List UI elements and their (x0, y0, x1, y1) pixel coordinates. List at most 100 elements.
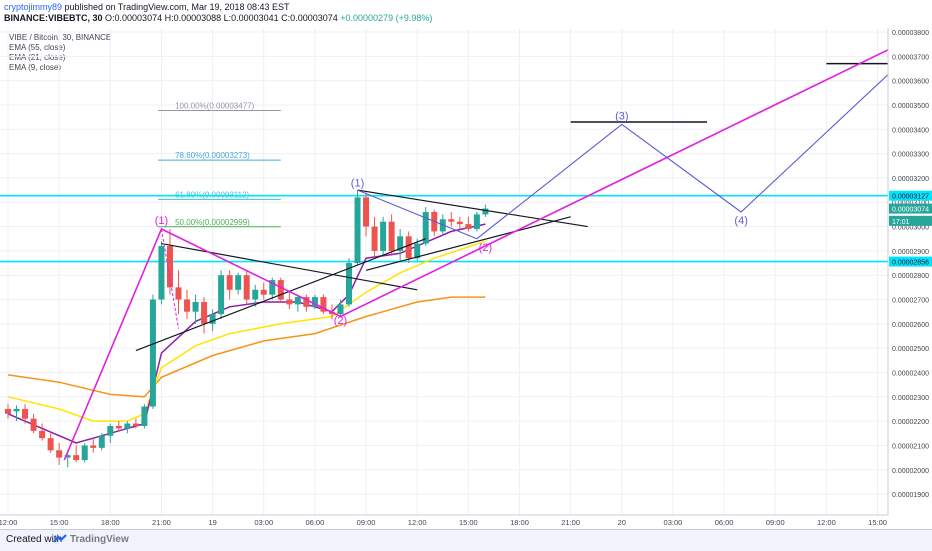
fib-retracement: 100.00%(0.00003477) 78.60%(0.00003273) 61.… (158, 102, 281, 228)
candle-body (269, 280, 276, 295)
legend-ema21[interactable]: EMA (21, close) (9, 53, 66, 62)
price-tick-label: 0.00002800 (892, 273, 929, 280)
candle-body (149, 299, 156, 407)
time-tick-label: 15:00 (459, 518, 478, 527)
candle-body (64, 455, 71, 458)
price-tick-label: 0.00003700 (892, 54, 929, 61)
time-tick-label: 03:00 (254, 518, 273, 527)
candle-body (277, 280, 284, 300)
candle-body (201, 301, 208, 324)
price-tick-label: 0.00003800 (892, 30, 929, 37)
ema21-line (7, 240, 486, 422)
grid (0, 28, 888, 515)
candles (5, 190, 489, 468)
time-tick-label: 09:00 (766, 518, 785, 527)
wave-projection-path (357, 68, 895, 240)
time-tick-label: 12:00 (0, 518, 17, 527)
author-link[interactable]: cryptojimmy89 (4, 2, 63, 12)
candle-body (397, 236, 404, 251)
candle-body (414, 243, 421, 259)
legend-ema9[interactable]: EMA (9, close) (9, 63, 62, 72)
price-tag-label: 0.00002856 (892, 260, 929, 267)
price-tick-label: 0.00002000 (892, 468, 929, 475)
price-tick-label: 0.00002900 (892, 249, 929, 256)
candle-body (346, 263, 352, 305)
symbol-label: BINANCE:VIBEBTC, 30 (4, 13, 103, 23)
tradingview-brand[interactable]: TradingView (70, 534, 129, 545)
time-tick-label: 18:00 (101, 518, 120, 527)
price-tick-label: 0.00003500 (892, 103, 929, 110)
candle-body (260, 289, 267, 295)
price-tick-label: 0.00002100 (892, 443, 929, 450)
ema55-line (7, 296, 486, 398)
time-tick-label: 06:00 (715, 518, 734, 527)
price-tag-label: 0.00003074 (892, 207, 929, 214)
candle-body (252, 289, 259, 300)
price-chart[interactable]: 100.00%(0.00003477) 78.60%(0.00003273) 61.… (0, 0, 932, 529)
price-tick-label: 0.00002700 (892, 298, 929, 305)
candle-body (30, 418, 37, 431)
candle-body (380, 221, 387, 251)
candle-body (175, 287, 182, 300)
trend-line (357, 189, 588, 228)
indicator-legend: VIBE / Bitcoin, 30, BINANCE EMA (55, clo… (9, 33, 111, 73)
candle-body (320, 297, 327, 312)
candle-body (166, 246, 173, 288)
trend-line (135, 238, 426, 352)
fib-label: 100.00%(0.00003477) (175, 102, 255, 111)
tradingview-logo-icon[interactable] (53, 533, 68, 548)
legend-ema55[interactable]: EMA (55, close) (9, 43, 66, 52)
wave-label: (1) (155, 215, 168, 227)
candle-body (303, 297, 310, 307)
price-axis[interactable]: 0.00003800 0.00003700 0.00003600 0.00003500… (887, 28, 932, 515)
candle-body (56, 450, 63, 458)
ohlc-values: O:0.00003074 H:0.00003088 L:0.00003041 C… (105, 13, 338, 23)
candle-body (354, 197, 361, 264)
price-tick-label: 0.00003400 (892, 127, 929, 134)
time-tick-label: 12:00 (817, 518, 836, 527)
time-axis[interactable]: 12:00 15:00 18:00 21:00 19 03:00 06:00 09:00 12:… (0, 514, 888, 527)
price-tag-label: 0.00003127 (892, 194, 929, 201)
candle-body (243, 275, 250, 300)
candle-body (371, 226, 378, 251)
time-tick-label: 21:00 (561, 518, 580, 527)
publish-text: published on TradingView.com, Mar 19, 20… (64, 2, 290, 12)
candle-body (388, 221, 395, 251)
wave-label: (4) (734, 215, 747, 227)
price-axis-bg (888, 28, 932, 515)
candle-body (5, 408, 11, 414)
time-tick-label: 09:00 (357, 518, 376, 527)
candle-body (158, 246, 165, 300)
candle-body (184, 299, 191, 312)
price-tag (889, 215, 932, 226)
wave-labels: (1)(2)(1)(2)(3)(4)(3)(5) (155, 35, 902, 327)
fib-label: 61.80%(0.00003112) (175, 190, 249, 199)
time-tick-label: 20 (618, 518, 626, 527)
publish-info: cryptojimmy89 published on TradingView.c… (4, 2, 290, 12)
candle-body (39, 430, 46, 439)
fib-label: 78.60%(0.00003273) (175, 151, 250, 160)
candle-body (482, 208, 489, 215)
candle-body (209, 314, 216, 324)
price-tick-label: 0.00001900 (892, 492, 929, 499)
time-tick-label: 15:00 (868, 518, 887, 527)
footer-bar: Created with TradingView (0, 529, 932, 551)
candle-body (22, 408, 29, 419)
trend-line (365, 216, 571, 271)
trend-line (161, 242, 418, 291)
candle-body (448, 219, 455, 222)
price-tick-label: 0.00003600 (892, 79, 929, 86)
candle-body (73, 455, 80, 461)
ema-lines (7, 223, 486, 444)
price-tick-label: 0.00003300 (892, 152, 929, 159)
time-tick-label: 18:00 (510, 518, 529, 527)
candle-body (405, 236, 412, 259)
candle-body (81, 445, 88, 461)
created-with-text: Created with (6, 534, 63, 545)
candle-body (473, 214, 480, 229)
candle-body (294, 297, 301, 305)
time-tick-label: 06:00 (306, 518, 325, 527)
price-tick-label: 0.00002600 (892, 322, 929, 329)
trend-lines (135, 62, 929, 352)
fib-label: 50.00%(0.00002999) (175, 218, 250, 227)
